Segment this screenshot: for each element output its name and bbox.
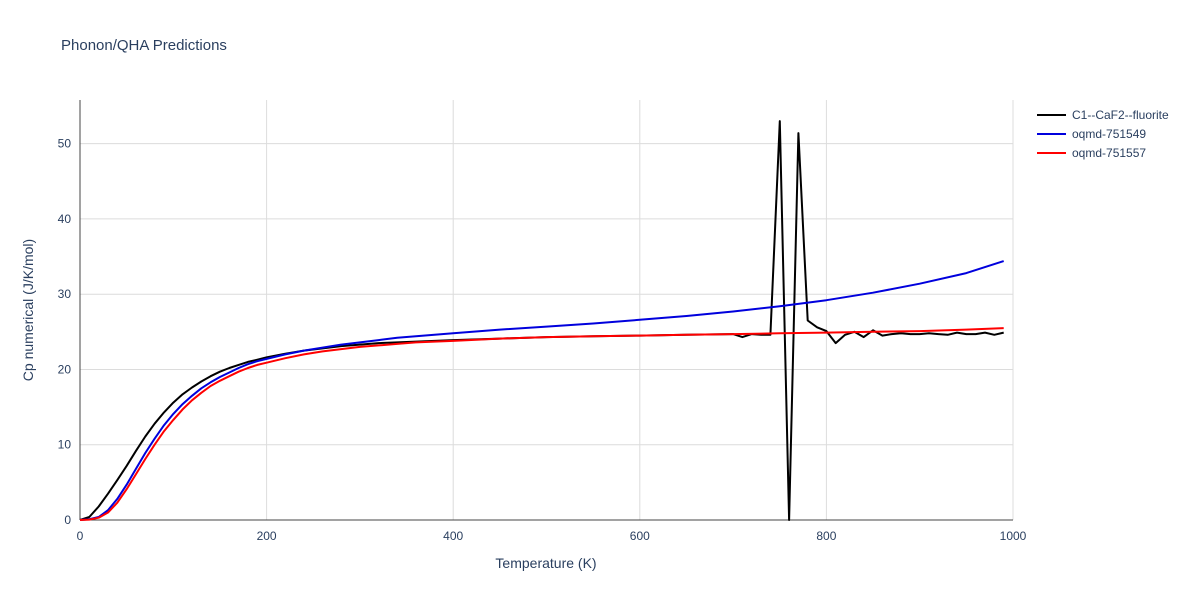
x-tick-label: 1000 — [1000, 529, 1027, 543]
x-tick-label: 200 — [257, 529, 277, 543]
x-tick-label: 0 — [77, 529, 84, 543]
y-tick-label: 10 — [58, 438, 72, 452]
y-axis-ticks: 0 10 20 30 40 50 — [58, 137, 72, 527]
legend-label: oqmd-751557 — [1072, 146, 1146, 160]
y-tick-label: 40 — [58, 212, 72, 226]
axes — [79, 100, 1013, 521]
series-lines — [79, 120, 1005, 521]
legend-label: C1--CaF2--fluorite — [1072, 108, 1169, 122]
x-tick-label: 800 — [816, 529, 836, 543]
x-tick-label: 600 — [630, 529, 650, 543]
y-tick-label: 0 — [64, 513, 71, 527]
series-line-2 — [79, 327, 1004, 521]
series-line-0 — [79, 120, 1004, 521]
chart-title: Phonon/QHA Predictions — [61, 37, 227, 54]
x-axis-title: Temperature (K) — [495, 555, 596, 571]
legend: C1--CaF2--fluorite oqmd-751549 oqmd-751557 — [1037, 108, 1169, 160]
y-tick-label: 20 — [58, 362, 72, 376]
y-tick-label: 30 — [58, 287, 72, 301]
y-tick-label: 50 — [58, 137, 72, 151]
grid — [80, 100, 1014, 520]
x-tick-label: 400 — [443, 529, 463, 543]
x-axis-ticks: 0 200 400 600 800 1000 — [77, 529, 1027, 543]
y-axis-title: Cp numerical (J/K/mol) — [20, 239, 36, 381]
legend-label: oqmd-751549 — [1072, 127, 1146, 141]
series-line-1 — [79, 260, 1005, 521]
